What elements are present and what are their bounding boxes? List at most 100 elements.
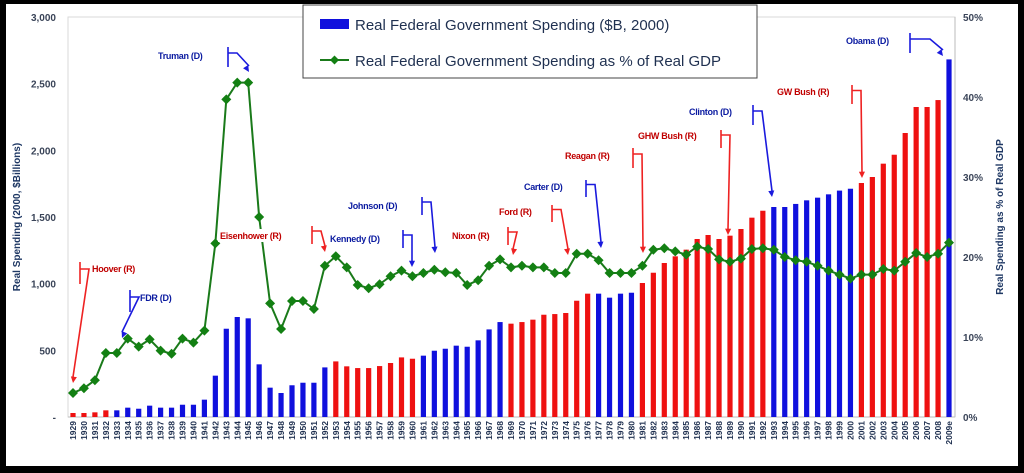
marker-1950 <box>297 296 308 306</box>
marker-1974 <box>560 268 571 278</box>
marker-1952 <box>319 260 330 271</box>
marker-2009e <box>944 237 954 248</box>
bar-1937 <box>158 407 164 417</box>
marker-1990 <box>735 253 746 264</box>
x-tick-label: 1992 <box>758 421 768 440</box>
x-tick-label: 1999 <box>835 421 845 440</box>
bar-1952 <box>322 367 328 417</box>
x-axis-ticks: 1929 1930 1931 1932 1933 1934 1935 1936 1937 1938… <box>68 421 954 445</box>
x-tick-label: 1938 <box>167 421 177 440</box>
marker-1956 <box>363 283 374 294</box>
legend-bar-swatch <box>320 19 349 29</box>
marker-1989 <box>725 256 735 267</box>
x-tick-label: 1931 <box>90 421 100 440</box>
marker-1968 <box>495 254 506 265</box>
marker-1986 <box>692 241 703 252</box>
marker-1951 <box>308 304 319 314</box>
annotation-label: Clinton (D) <box>689 107 732 117</box>
bar-1956 <box>366 368 372 417</box>
marker-1962 <box>429 264 440 275</box>
marker-1979 <box>615 268 626 278</box>
annotation-fdr-d: FDR (D) <box>121 290 172 338</box>
x-tick-label: 1935 <box>134 421 144 440</box>
x-tick-label: 1943 <box>221 421 231 440</box>
x-tick-label: 1941 <box>199 421 209 440</box>
marker-1947 <box>265 298 276 309</box>
arrowhead-icon <box>936 49 943 56</box>
right-tick-label: 0% <box>963 413 978 424</box>
annotation-truman-d: Truman (D) <box>158 47 250 72</box>
bar-1984 <box>672 256 678 417</box>
marker-1991 <box>746 244 757 254</box>
x-tick-label: 1950 <box>298 421 308 440</box>
x-tick-label: 1953 <box>331 421 341 440</box>
right-axis: 0% 10% 20% 30% 40% 50% <box>954 13 983 424</box>
bar-1960 <box>409 358 416 417</box>
marker-1940 <box>188 337 199 348</box>
bar-1954 <box>344 366 350 417</box>
marker-1983 <box>659 243 670 254</box>
bar-1940 <box>190 404 197 417</box>
marker-1943 <box>221 94 232 105</box>
bar-1965 <box>464 346 470 417</box>
bar-1999 <box>836 190 843 417</box>
annotation-label: Johnson (D) <box>348 201 397 211</box>
bar-1971 <box>530 319 536 417</box>
x-tick-label: 1998 <box>824 421 834 440</box>
left-tick-label: 500 <box>39 346 56 357</box>
marker-1999 <box>834 269 845 280</box>
marker-2002 <box>867 269 878 280</box>
annotation-label-background <box>218 229 306 242</box>
bar-2006 <box>913 107 919 417</box>
x-tick-label: 1966 <box>473 421 483 440</box>
marker-2003 <box>878 264 889 274</box>
bar-1944 <box>234 317 240 417</box>
marker-1978 <box>604 268 615 278</box>
marker-1973 <box>549 268 560 278</box>
marker-2005 <box>900 256 911 267</box>
x-tick-label: 1957 <box>375 421 385 440</box>
x-tick-label: 1947 <box>265 421 275 440</box>
bar-1951 <box>311 382 317 417</box>
bar-1950 <box>300 382 306 417</box>
x-tick-label: 1961 <box>418 421 428 440</box>
annotation-arrow <box>507 227 519 250</box>
bar-1959 <box>398 357 405 417</box>
marker-1942 <box>210 238 221 249</box>
x-tick-label: 1945 <box>243 421 253 440</box>
legend-diamond-marker <box>330 55 339 65</box>
marker-1980 <box>626 268 637 278</box>
bar-1945 <box>245 318 251 417</box>
x-tick-label: 1944 <box>232 421 242 440</box>
x-tick-label: 1973 <box>550 421 560 440</box>
annotation-label: Ford (R) <box>499 207 532 217</box>
x-tick-label: 1983 <box>659 421 669 440</box>
marker-1969 <box>506 262 516 273</box>
arrowhead-icon <box>564 248 571 255</box>
arrowhead-icon <box>639 246 646 253</box>
bar-1931 <box>92 412 98 417</box>
legend-bar-label: Real Federal Government Spending ($B, 20… <box>355 17 669 34</box>
marker-1994 <box>779 252 790 262</box>
marker-1957 <box>374 279 385 290</box>
x-tick-label: 2003 <box>878 421 888 440</box>
right-tick-label: 40% <box>963 93 983 104</box>
annotation-arrow <box>421 197 436 248</box>
x-tick-label: 1933 <box>112 421 122 440</box>
arrowhead-icon <box>725 228 732 235</box>
annotation-clinton-d: Clinton (D) <box>689 105 775 197</box>
bar-1968 <box>497 322 503 417</box>
x-tick-label: 2006 <box>911 421 921 440</box>
marker-1988 <box>714 254 725 265</box>
annotation-arrow <box>121 290 141 333</box>
x-tick-label: 1989 <box>725 421 735 440</box>
bar-1949 <box>289 385 295 417</box>
marker-1987 <box>703 244 714 254</box>
marker-1961 <box>418 268 429 278</box>
bar-1991 <box>749 217 755 417</box>
right-axis-title: Real Spending as % of Real GDP <box>995 139 1006 295</box>
marker-1935 <box>133 341 144 352</box>
legend-line-label: Real Federal Government Spending as % of… <box>355 53 721 70</box>
x-tick-label: 1937 <box>156 421 166 440</box>
x-tick-label: 2005 <box>900 421 910 440</box>
